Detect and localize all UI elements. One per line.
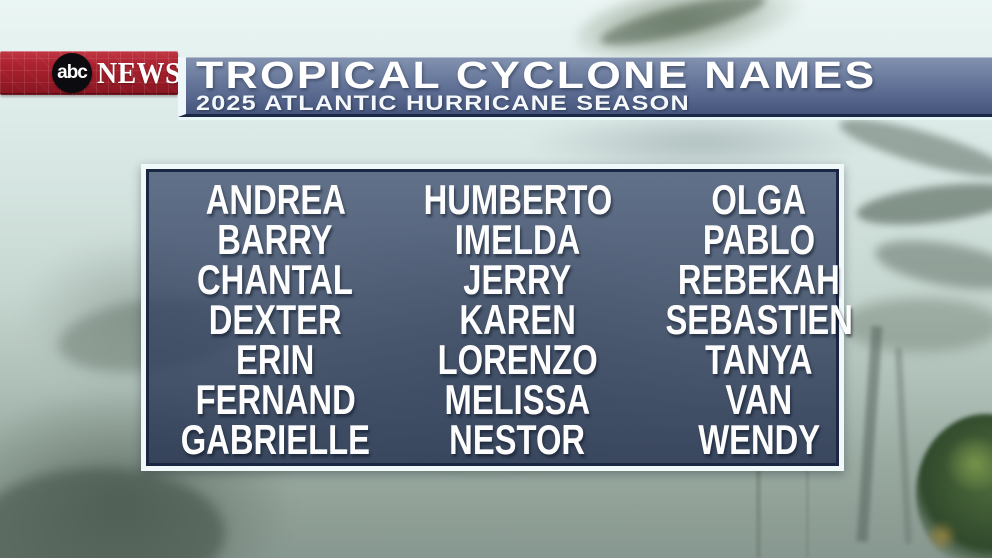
cyclone-name: FERNAND: [195, 376, 356, 423]
cyclone-name: WENDY: [697, 416, 820, 463]
bush-accent: [928, 520, 956, 552]
name-row: NESTOR: [397, 416, 639, 463]
name-row: MELISSA: [397, 376, 639, 423]
name-row: WENDY: [639, 416, 879, 463]
abc-news-logo: abc NEWS: [0, 51, 181, 95]
name-row: GABRIELLE: [154, 416, 397, 463]
cyclone-name: DEXTER: [208, 296, 342, 343]
name-row: IMELDA: [397, 216, 639, 263]
name-row: ERIN: [154, 336, 397, 383]
name-row: FERNAND: [154, 376, 397, 423]
bush-highlight: [944, 438, 992, 490]
cyclone-name: KAREN: [459, 296, 576, 343]
cyclone-name: LORENZO: [437, 336, 598, 383]
trunk-streak: [806, 470, 809, 558]
cyclone-name: VAN: [725, 376, 793, 423]
name-row: OLGA: [639, 176, 879, 223]
cyclone-name: GABRIELLE: [180, 416, 370, 463]
palm-frond-right: [842, 298, 992, 352]
headline-subtitle: 2025 ATLANTIC HURRICANE SEASON: [196, 92, 690, 115]
names-column-1: ANDREA BARRY CHANTAL DEXTER ERIN FERNAND…: [154, 176, 397, 463]
cyclone-name: NESTOR: [449, 416, 586, 463]
palm-trunk: [894, 347, 913, 545]
name-row: REBEKAH: [639, 256, 879, 303]
cyclone-name: ANDREA: [205, 176, 346, 223]
trunk-streak: [756, 468, 761, 558]
palm-frond-right: [871, 231, 992, 299]
news-wordmark: NEWS: [97, 55, 181, 90]
name-row: HUMBERTO: [397, 176, 639, 223]
cyclone-name: PABLO: [702, 216, 815, 263]
name-row: TANYA: [639, 336, 879, 383]
cyclone-name: IMELDA: [454, 216, 581, 263]
cyclone-name: ERIN: [236, 336, 315, 383]
name-row: SEBASTIEN: [639, 296, 879, 343]
cyclone-name: HUMBERTO: [423, 176, 612, 223]
names-column-3: OLGA PABLO REBEKAH SEBASTIEN TANYA VAN W…: [639, 176, 879, 463]
cyclone-name: JERRY: [463, 256, 572, 303]
name-row: DEXTER: [154, 296, 397, 343]
name-row: VAN: [639, 376, 879, 423]
name-row: PABLO: [639, 216, 879, 263]
name-row: ANDREA: [154, 176, 397, 223]
misty-palm-mid: [530, 112, 870, 174]
cyclone-name: CHANTAL: [197, 256, 354, 303]
name-row: KAREN: [397, 296, 639, 343]
cyclone-names-panel: ANDREA BARRY CHANTAL DEXTER ERIN FERNAND…: [141, 164, 852, 471]
name-row: CHANTAL: [154, 256, 397, 303]
abc-circle-icon: abc: [52, 53, 92, 93]
cyclone-name: REBEKAH: [677, 256, 840, 303]
cyclone-name: BARRY: [217, 216, 333, 263]
name-row: LORENZO: [397, 336, 639, 383]
name-row: BARRY: [154, 216, 397, 263]
cyclone-name: TANYA: [705, 336, 813, 383]
cyclone-name: SEBASTIEN: [665, 296, 853, 343]
cyclone-name: OLGA: [711, 176, 807, 223]
abc-logo-text: abc: [57, 62, 88, 83]
headline-title: TROPICAL CYCLONE NAMES: [196, 55, 877, 97]
names-column-2: HUMBERTO IMELDA JERRY KAREN LORENZO MELI…: [397, 176, 639, 463]
name-row: JERRY: [397, 256, 639, 303]
cyclone-name: MELISSA: [444, 376, 591, 423]
headline-banner: TROPICAL CYCLONE NAMES 2025 ATLANTIC HUR…: [178, 57, 992, 117]
